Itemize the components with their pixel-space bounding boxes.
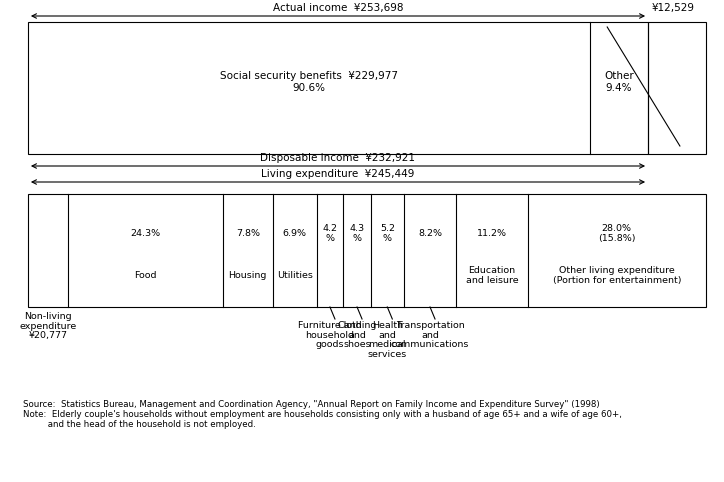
Text: Social security benefits  ¥229,977
90.6%: Social security benefits ¥229,977 90.6% (220, 71, 398, 93)
Text: Clothing
and
shoes: Clothing and shoes (337, 321, 376, 349)
Text: Disposable income  ¥232,921: Disposable income ¥232,921 (261, 153, 416, 163)
Text: 24.3%: 24.3% (130, 229, 161, 238)
Text: 8.2%: 8.2% (418, 229, 442, 238)
Text: 7.8%: 7.8% (236, 229, 260, 238)
Text: Utilities: Utilities (277, 271, 313, 280)
Text: 28.0%
(15.8%): 28.0% (15.8%) (598, 224, 636, 243)
Text: 5.2
%: 5.2 % (380, 224, 395, 243)
Text: 11.2%: 11.2% (477, 229, 507, 238)
Text: Living expenditure  ¥245,449: Living expenditure ¥245,449 (261, 169, 415, 179)
Text: Source:  Statistics Bureau, Management and Coordination Agency, "Annual Report o: Source: Statistics Bureau, Management an… (23, 400, 599, 409)
Text: Transportation
and
communications: Transportation and communications (391, 321, 469, 349)
Text: Food: Food (134, 271, 156, 280)
Text: Other
9.4%: Other 9.4% (604, 71, 634, 93)
Text: Deficit
¥12,529: Deficit ¥12,529 (652, 0, 695, 13)
Text: 4.3
%: 4.3 % (350, 224, 365, 243)
Text: Other living expenditure
(Portion for entertainment): Other living expenditure (Portion for en… (552, 266, 681, 285)
Text: and the head of the household is not employed.: and the head of the household is not emp… (23, 420, 256, 429)
Text: Housing: Housing (229, 271, 267, 280)
Text: Health
and
medical
services: Health and medical services (368, 321, 407, 359)
Text: Non-living
expenditure
¥20,777: Non-living expenditure ¥20,777 (20, 312, 77, 340)
Text: Furniture and
household
goods: Furniture and household goods (298, 321, 362, 349)
Bar (28, 22, 648, 154)
Text: 4.2
%: 4.2 % (322, 224, 337, 243)
Text: Note:  Elderly couple's households without employment are households consisting : Note: Elderly couple's households withou… (23, 410, 622, 419)
Text: Actual income  ¥253,698: Actual income ¥253,698 (273, 3, 403, 13)
Bar (648, 22, 706, 154)
Text: Education
and leisure: Education and leisure (466, 266, 518, 285)
Bar (28, 194, 706, 307)
Text: 6.9%: 6.9% (282, 229, 306, 238)
